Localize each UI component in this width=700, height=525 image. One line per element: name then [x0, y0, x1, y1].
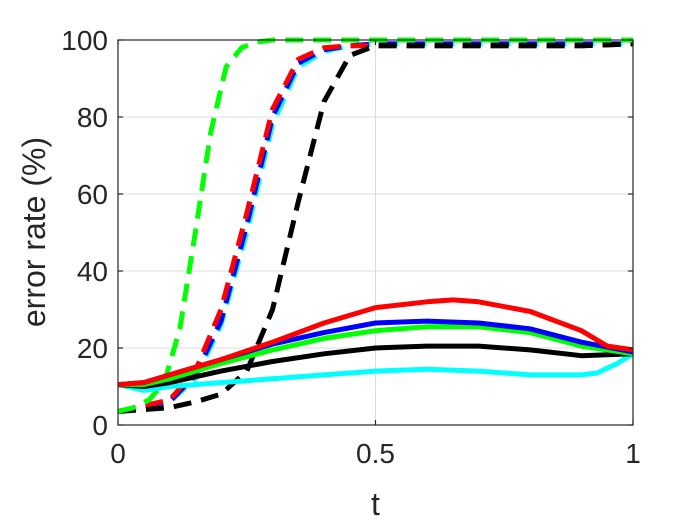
series-line-solid-6: [117, 343, 634, 389]
x-axis-label: t: [371, 486, 380, 522]
y-tick-label: 60: [77, 179, 108, 210]
y-tick-label: 80: [77, 102, 108, 133]
x-tick-label: 1: [625, 438, 641, 469]
x-tick-label: 0: [110, 438, 126, 469]
series-line-solid-5: [117, 351, 635, 393]
axis-ticks: [117, 39, 634, 426]
x-tick-label: 0.5: [356, 438, 395, 469]
series-line-solid-9: [117, 297, 634, 388]
series-line-solid-7: [118, 324, 634, 388]
y-tick-labels: 0 20 40 60 80 100: [61, 25, 108, 441]
y-tick-label: 100: [61, 25, 108, 56]
y-tick-label: 40: [77, 256, 108, 287]
x-tick-labels: 0 0.5 1: [110, 438, 641, 469]
series-line-dashed-3: [117, 41, 634, 414]
y-tick-label: 20: [77, 333, 108, 364]
y-axis-label: error rate (%): [16, 137, 52, 327]
y-tick-label: 0: [92, 410, 108, 441]
